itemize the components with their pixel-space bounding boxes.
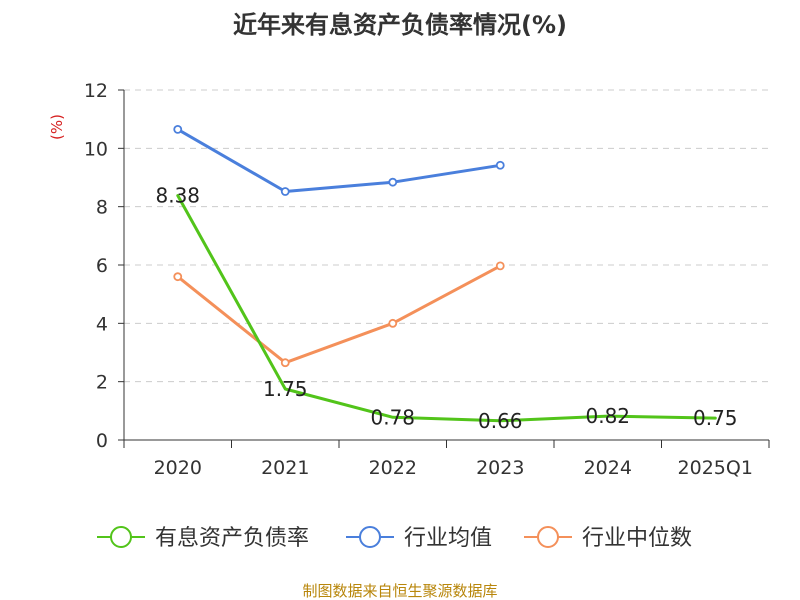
x-tick-label: 2024 xyxy=(584,457,632,479)
grid-lines xyxy=(124,89,769,383)
series-line xyxy=(176,264,502,365)
data-point xyxy=(495,160,505,170)
data-point xyxy=(495,261,505,271)
data-label: 0.78 xyxy=(370,405,415,429)
legend-item[interactable]: 有息资产负债率 xyxy=(97,526,309,551)
legend-swatch-marker xyxy=(110,526,132,548)
data-point xyxy=(173,124,183,134)
x-tick-label: 2020 xyxy=(154,457,202,479)
series-lines xyxy=(173,124,717,423)
x-tick-label: 2023 xyxy=(476,457,524,479)
y-tick-label: 8 xyxy=(96,197,108,219)
data-point xyxy=(280,187,290,196)
x-tick-label: 2021 xyxy=(261,457,309,479)
series-line xyxy=(176,194,717,423)
source-note: 制图数据来自恒生聚源数据库 xyxy=(302,582,497,600)
data-point xyxy=(280,358,290,368)
data-point xyxy=(388,177,398,187)
legend-label: 行业中位数 xyxy=(582,526,692,551)
data-label: 0.66 xyxy=(478,409,523,433)
legend-swatch-marker xyxy=(537,526,559,548)
legend-swatch-marker xyxy=(359,526,381,548)
data-label: 0.82 xyxy=(585,404,630,428)
axes: 0 2 4 6 8 10 12 2020 2021 2022 2023 2024 2025Q1 xyxy=(84,80,770,479)
y-axis-unit: (%) xyxy=(48,114,66,140)
data-label: 1.75 xyxy=(263,377,308,401)
x-tick-label: 2022 xyxy=(369,457,417,479)
data-labels: 8.38 1.75 0.78 0.66 0.82 0.75 xyxy=(155,184,737,433)
y-tick-label: 6 xyxy=(96,255,108,277)
y-tick-label: 10 xyxy=(84,138,108,160)
y-tick-label: 4 xyxy=(96,313,108,335)
y-tick-label: 2 xyxy=(96,372,108,394)
legend-label: 有息资产负债率 xyxy=(155,526,309,551)
legend-item[interactable]: 行业中位数 xyxy=(524,526,692,551)
series-line xyxy=(176,127,502,193)
chart-title: 近年来有息资产负债率情况(%) xyxy=(233,11,567,39)
y-tick-label: 12 xyxy=(84,80,108,102)
legend[interactable]: 有息资产负债率 行业均值 行业中位数 xyxy=(97,526,692,551)
data-point xyxy=(388,318,398,328)
legend-label: 行业均值 xyxy=(404,526,492,551)
data-label: 8.38 xyxy=(155,184,200,208)
legend-item[interactable]: 行业均值 xyxy=(346,526,492,551)
data-point xyxy=(173,272,183,282)
data-label: 0.75 xyxy=(693,406,738,430)
y-tick-label: 0 xyxy=(96,430,108,452)
x-tick-label: 2025Q1 xyxy=(678,457,753,479)
